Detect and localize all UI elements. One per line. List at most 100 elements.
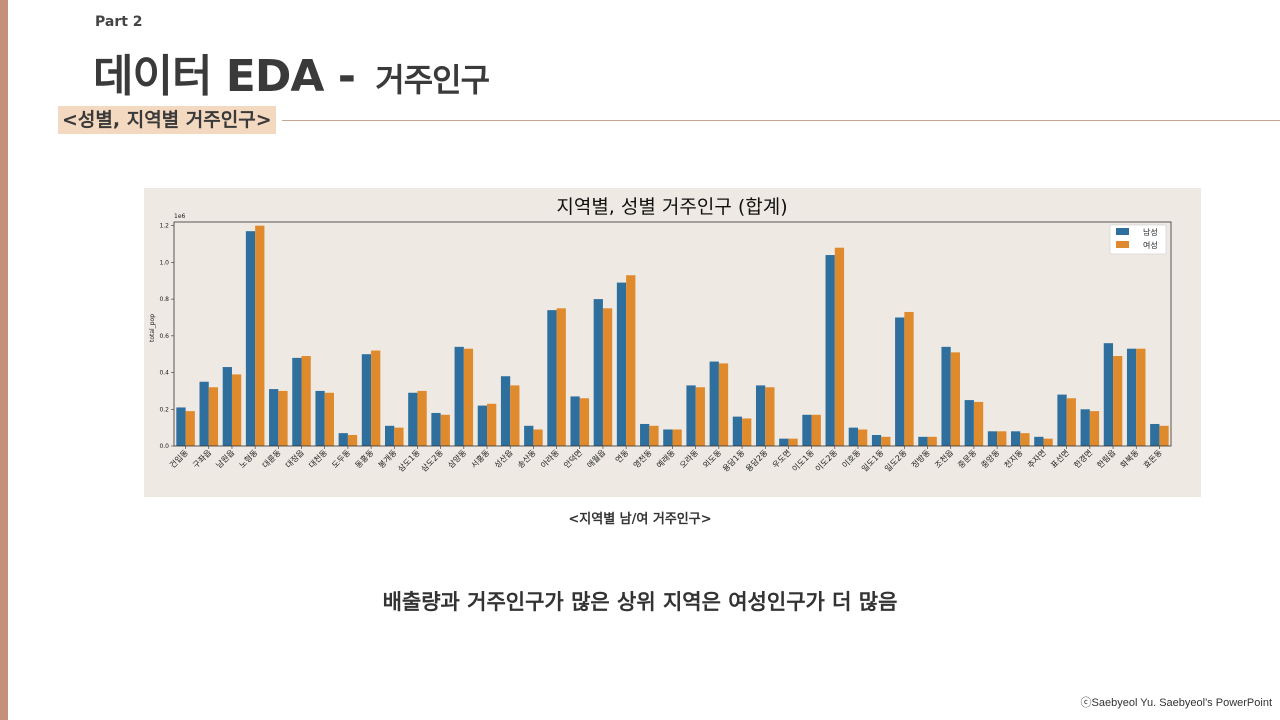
- bar-female: [1136, 348, 1146, 446]
- x-tick-label: 건입동: [167, 447, 190, 470]
- x-tick-label: 외도동: [701, 447, 724, 470]
- bar-male: [199, 381, 209, 446]
- x-tick-label: 오라동: [678, 448, 700, 470]
- bar-female: [649, 425, 659, 446]
- plot-frame: [173, 221, 1172, 447]
- slide-title-sub: 거주인구: [375, 61, 490, 99]
- bar-male: [663, 429, 673, 446]
- bar-female: [997, 431, 1007, 446]
- x-tick-label: 동홍동: [353, 447, 376, 470]
- bar-male: [755, 385, 766, 446]
- x-tick-label: 송산동: [515, 447, 538, 470]
- bar-female: [695, 387, 705, 446]
- x-tick-label: 대륜동: [261, 448, 283, 470]
- bar-female: [857, 429, 868, 446]
- bar-female: [487, 403, 497, 446]
- bar-male: [593, 299, 603, 446]
- x-tick-label: 남원읍: [214, 448, 236, 470]
- y-tick-label: 0.0: [159, 443, 169, 450]
- legend-label-male: 남성: [1143, 228, 1158, 237]
- bar-male: [640, 423, 650, 446]
- bar-male: [547, 310, 557, 446]
- bar-female: [579, 398, 590, 446]
- bar-female: [324, 392, 334, 446]
- conclusion-text: 배출량과 거주인구가 많은 상위 지역은 여성인구가 더 많음: [382, 590, 898, 614]
- y-offset-label: 1e6: [174, 213, 186, 220]
- bar-male: [315, 390, 325, 446]
- x-tick-label: 용담2동: [743, 447, 769, 473]
- bar-male: [709, 361, 719, 446]
- legend-swatch-female: [1116, 241, 1129, 248]
- bar-male: [477, 405, 488, 446]
- bar-male: [871, 434, 882, 446]
- x-tick-label: 안덕면: [561, 447, 584, 470]
- bar-female: [1089, 411, 1100, 446]
- bar-female: [533, 429, 543, 446]
- x-tick-label: 정방동: [909, 447, 932, 470]
- y-tick-label: 0.8: [159, 296, 169, 303]
- x-tick-label: 삼도2동: [419, 447, 445, 473]
- bar-male: [848, 427, 858, 446]
- bar-male: [1057, 394, 1067, 446]
- section-divider: [282, 120, 1280, 121]
- x-tick-label: 영천동: [631, 447, 654, 470]
- bar-male: [384, 425, 395, 446]
- bar-male: [361, 354, 372, 446]
- bar-female: [231, 374, 242, 446]
- x-tick-label: 중문동: [956, 448, 978, 470]
- bar-male: [245, 231, 256, 446]
- section-tag: <성별, 지역별 거주인구>: [58, 106, 276, 134]
- bar-female: [347, 434, 358, 446]
- y-tick-label: 0.4: [159, 370, 169, 377]
- x-tick-label: 효돈동: [1142, 448, 1164, 470]
- x-tick-label: 구좌읍: [191, 448, 213, 470]
- bar-female: [1020, 433, 1030, 446]
- bar-female: [626, 275, 636, 446]
- x-tick-label: 한경면: [1072, 447, 1095, 470]
- legend-swatch-male: [1116, 228, 1129, 235]
- bar-male: [570, 396, 580, 446]
- slide-title-main: 데이터 EDA -: [93, 51, 370, 102]
- x-tick-label: 천지동: [1002, 447, 1025, 470]
- x-tick-label: 화북동: [1119, 448, 1141, 470]
- bar-male: [1126, 348, 1137, 446]
- x-tick-label: 용담1동: [720, 447, 746, 473]
- x-tick-label: 도두동: [330, 448, 352, 470]
- bar-male: [616, 282, 627, 446]
- bar-male: [454, 346, 464, 446]
- y-axis-label: total_pop: [149, 314, 156, 342]
- bar-female: [208, 387, 219, 446]
- bar-male: [1103, 343, 1114, 446]
- legend-label-female: 여성: [1143, 240, 1158, 250]
- bar-male: [1080, 409, 1090, 446]
- bar-female: [834, 247, 845, 446]
- x-tick-label: 조천읍: [932, 447, 955, 470]
- bar-male: [918, 436, 928, 446]
- x-tick-label: 대천동: [306, 447, 329, 470]
- x-tick-label: 대정읍: [283, 447, 306, 470]
- chart-caption: <지역별 남/여 거주인구>: [568, 512, 712, 527]
- x-tick-label: 이도1동: [790, 447, 816, 473]
- bar-male: [802, 414, 812, 446]
- bar-female: [765, 387, 775, 446]
- bar-female: [1066, 398, 1076, 446]
- y-tick-label: 1.0: [159, 259, 169, 266]
- x-tick-label: 연동: [614, 448, 631, 465]
- bar-female: [255, 225, 265, 446]
- bar-male: [987, 431, 998, 446]
- y-tick-label: 0.2: [159, 406, 169, 413]
- bar-female: [371, 350, 381, 446]
- left-accent-bar: [0, 0, 8, 720]
- bar-male: [941, 346, 951, 446]
- bar-male: [1011, 431, 1021, 446]
- bar-female: [927, 436, 937, 446]
- bar-female: [1043, 438, 1053, 446]
- bar-male: [269, 389, 279, 446]
- bar-male: [338, 433, 348, 446]
- x-tick-label: 애월읍: [585, 447, 608, 470]
- bar-female: [185, 411, 195, 446]
- bar-male: [825, 255, 835, 446]
- chart-panel: 지역별, 성별 거주인구 (합계) 1e6 total_pop 0.0 0.2 0.…: [144, 188, 1201, 497]
- y-tick-label: 1.2: [159, 223, 169, 230]
- bar-female: [672, 429, 682, 446]
